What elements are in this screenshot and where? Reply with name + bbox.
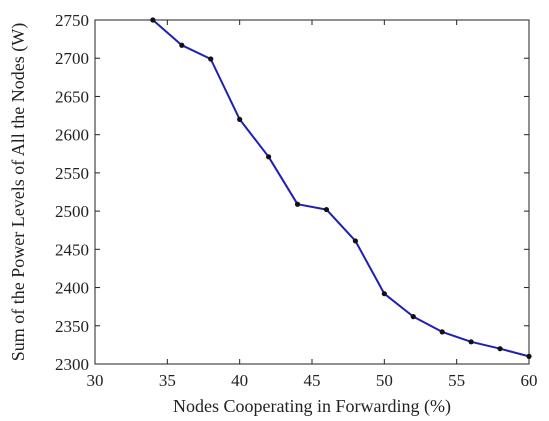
y-tick-label: 2300 — [55, 355, 89, 374]
y-tick-label: 2450 — [55, 240, 89, 259]
y-tick-label: 2550 — [55, 164, 89, 183]
x-tick-label: 40 — [231, 371, 248, 390]
data-point — [439, 329, 445, 335]
y-tick-label: 2700 — [55, 49, 89, 68]
x-tick-label: 45 — [304, 371, 321, 390]
data-point — [497, 346, 503, 352]
data-point — [526, 353, 532, 359]
data-point — [294, 201, 301, 207]
x-axis-title: Nodes Cooperating in Forwarding (%) — [173, 396, 451, 417]
data-point — [208, 56, 214, 62]
data-point — [468, 339, 474, 345]
y-tick-label: 2400 — [55, 279, 89, 298]
x-tick-label: 30 — [87, 371, 104, 390]
y-tick-label: 2650 — [55, 87, 89, 106]
plot-frame — [94, 19, 530, 365]
data-point — [352, 238, 358, 244]
data-point — [381, 291, 387, 297]
data-point — [179, 42, 185, 48]
x-tick-label: 35 — [159, 371, 176, 390]
x-tick-label: 50 — [376, 371, 393, 390]
y-axis-ticks: 2300 2350 2400 2450 2500 2550 2600 2650 2700 2750 — [55, 11, 529, 374]
y-tick-label: 2600 — [55, 126, 89, 145]
data-point — [410, 314, 416, 320]
y-axis-title: Sum of the Power Levels of All the Nodes… — [8, 23, 29, 361]
y-tick-label: 2350 — [55, 317, 89, 336]
series-line — [152, 19, 530, 358]
series-layer — [150, 17, 532, 359]
x-tick-label: 55 — [448, 371, 465, 390]
y-tick-label: 2750 — [55, 11, 89, 30]
data-point — [150, 17, 156, 23]
data-point — [237, 116, 243, 122]
data-point — [323, 206, 330, 213]
x-axis-ticks: 30 35 40 45 50 55 60 — [87, 20, 538, 390]
data-point — [266, 154, 272, 160]
x-tick-label: 60 — [521, 371, 538, 390]
y-tick-label: 2500 — [55, 202, 89, 221]
